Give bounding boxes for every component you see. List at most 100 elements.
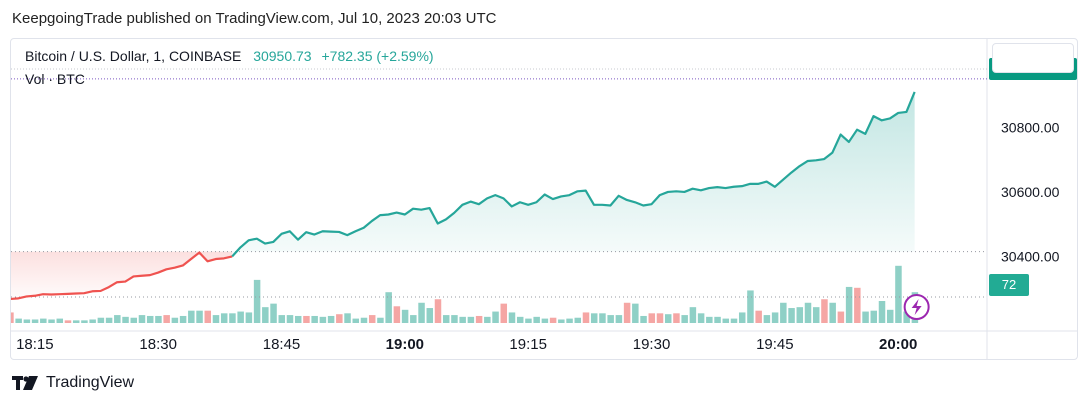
volume-bar-4 [40,318,47,323]
volume-bar-14 [122,316,129,323]
volume-bar-69 [574,317,582,323]
volume-bar-63 [525,318,532,323]
y-tick-label: 30800.00 [1001,119,1060,135]
volume-bar-25 [212,315,220,323]
volume-bar-94 [780,302,787,323]
price-tag-overlay[interactable] [992,43,1074,73]
volume-bar-49 [410,315,417,323]
volume-bar-17 [146,315,154,323]
volume-bar-47 [393,306,401,323]
volume-bar-38 [319,316,327,323]
volume-bar-71 [590,313,598,323]
x-tick-label: 19:30 [633,336,671,353]
lightning-icon[interactable] [903,294,930,320]
volume-bar-97 [804,302,812,323]
volume-bar-50 [418,302,425,323]
volume-bar-21 [179,315,187,323]
volume-bar-13 [114,315,121,323]
volume-bar-87 [722,318,730,323]
volume-bar-39 [327,315,335,323]
y-tick-label: 30600.00 [1001,184,1060,200]
volume-bar-83 [689,307,697,323]
volume-bar-54 [451,315,458,323]
volume-bar-18 [155,315,162,323]
volume-bar-104 [862,311,869,323]
area-fill-down [11,251,233,299]
volume-bar-106 [878,301,886,323]
volume-bar-107 [886,309,894,323]
volume-bar-68 [566,318,573,323]
x-tick-label: 18:15 [16,336,54,353]
volume-bar-84 [697,313,705,323]
volume-bar-11 [97,317,105,323]
symbol-title[interactable]: Bitcoin / U.S. Dollar, 1, COINBASE [25,48,242,64]
price-chart[interactable]: 30400.00 30600.00 30800.00 18:15 18:30 18:45 1… [11,39,1078,360]
volume-bar-103 [854,287,861,323]
volume-bar-59 [492,311,499,323]
volume-bar-53 [442,315,450,323]
volume-bar-109 [903,311,910,323]
volume-bar-93 [771,312,779,323]
volume-bar-60 [500,303,508,323]
price-change: +782.35 (+2.59%) [321,48,434,64]
volume-bar-51 [426,308,434,323]
volume-bar-56 [467,316,475,323]
volume-bar-55 [459,316,466,323]
volume-tag: 72 [989,274,1029,296]
volume-bar-67 [558,319,565,323]
volume-bar-64 [533,316,540,323]
volume-bar-52 [434,299,442,323]
volume-bar-19 [163,315,170,323]
volume-bar-26 [220,313,228,323]
volume-bar-41 [344,313,351,323]
volume-bar-92 [763,315,771,323]
tv-logo-icon [12,376,38,390]
volume-bar-86 [714,316,721,323]
volume-bar-30 [253,279,261,323]
volume-bar-48 [401,309,409,323]
volume-bar-81 [673,313,680,323]
volume-bar-37 [311,315,318,323]
volume-bar-33 [278,315,286,323]
volume-bar-57 [475,315,483,323]
volume-bar-70 [582,312,590,323]
volume-bar-88 [730,318,738,323]
x-tick-label: 19:00 [386,336,424,353]
area-fill-up [232,91,915,257]
volume-bar-27 [229,313,236,323]
volume-bar-40 [336,314,343,323]
publish-line: KeepgoingTrade published on TradingView.… [12,10,497,27]
volume-bar-62 [516,316,524,323]
volume-bar-12 [105,317,113,323]
volume-bar-22 [188,310,195,323]
volume-bar-3 [31,319,39,323]
volume-bar-43 [360,317,368,323]
volume-bar-45 [377,317,384,323]
volume-bar-96 [796,307,804,323]
volume-bar-35 [294,315,302,323]
volume-bar-105 [870,310,878,323]
price-line-up [231,91,916,258]
volume-bar-23 [196,310,203,323]
volume-legend[interactable]: Vol · BTC [25,71,85,87]
volume-bar-100 [829,302,836,323]
volume-bar-80 [664,314,672,323]
volume-bar-75 [623,302,631,323]
volume-bar-9 [81,320,88,323]
x-tick-label: 19:45 [756,336,794,353]
volume-bar-82 [681,315,688,323]
volume-bar-31 [262,307,269,323]
x-tick-label: 18:45 [263,336,301,353]
volume-bar-44 [368,315,376,323]
x-tick-label: 19:15 [509,336,547,353]
volume-bar-8 [72,320,80,323]
volume-bar-95 [788,308,795,323]
volume-bar-89 [738,312,746,323]
volume-bar-73 [607,315,614,323]
brand-name: TradingView [46,374,135,391]
tradingview-logo[interactable]: TradingView [12,374,134,392]
volume-bar-6 [56,318,64,323]
volume-bar-65 [541,318,549,323]
volume-bar-0 [11,312,14,323]
chart-panel[interactable]: 30400.00 30600.00 30800.00 18:15 18:30 18:45 1… [10,38,1078,360]
